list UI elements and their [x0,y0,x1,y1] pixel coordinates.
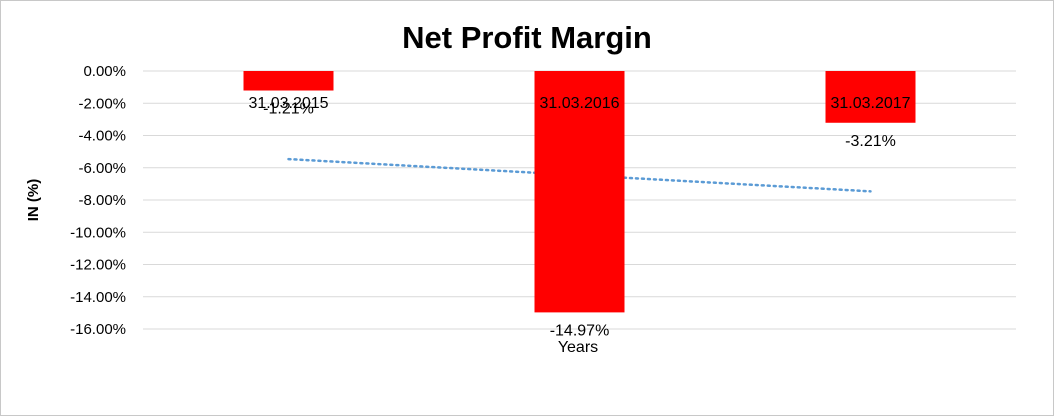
x-category-label: 31.03.2015 [248,95,328,112]
trendline [287,157,872,193]
y-tick-label: -2.00% [78,95,126,112]
data-label: -14.97% [550,322,610,339]
y-axis-label: IN (%) [25,179,42,222]
data-label: -1.21% [263,101,314,118]
y-tick-label: -4.00% [78,128,126,145]
x-axis-label: Years [558,339,598,356]
y-tick-label: -14.00% [70,289,126,306]
data-label: -3.21% [845,133,896,150]
chart-title: Net Profit Margin [402,20,652,55]
bar [534,71,625,313]
y-tick-label: -16.00% [70,321,126,338]
y-tick-label: -10.00% [70,224,126,241]
x-category-label: 31.03.2017 [830,95,910,112]
y-tick-label: 0.00% [83,63,126,80]
y-tick-label: -8.00% [78,192,126,209]
y-tick-label: -6.00% [78,160,126,177]
bar [243,71,334,91]
x-category-label: 31.03.2016 [539,95,619,112]
bar [825,71,916,123]
y-tick-label: -12.00% [70,257,126,274]
